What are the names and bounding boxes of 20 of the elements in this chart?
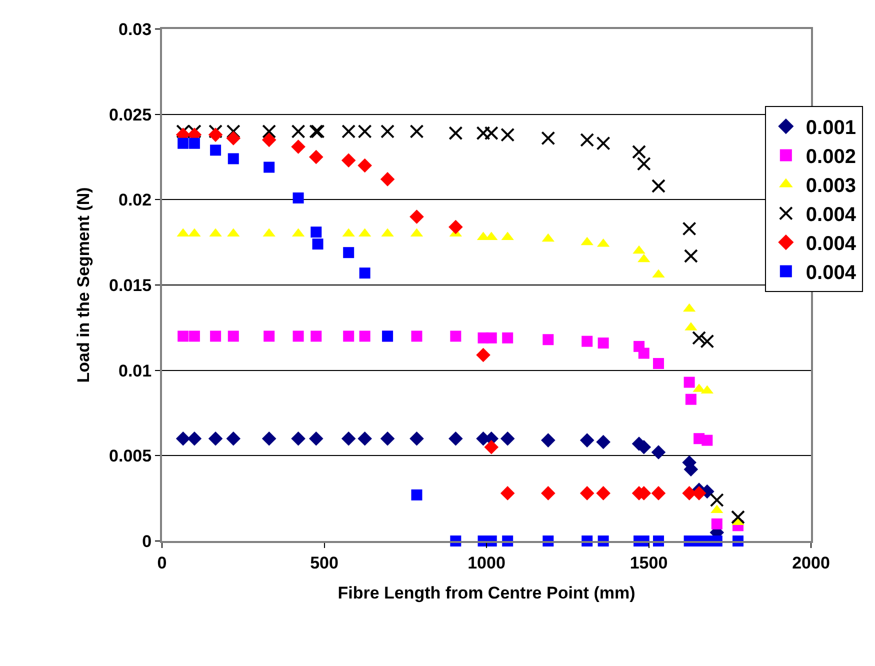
x-tick-label: 1000	[468, 553, 506, 572]
y-tick-label: 0.02	[118, 190, 152, 210]
x-tick-label: 0	[157, 553, 167, 572]
legend-label: 0.004	[806, 262, 857, 284]
x-axis-title: Fibre Length from Centre Point (mm)	[338, 583, 636, 602]
y-axis-title: Load in the Segment (N)	[74, 187, 94, 383]
legend-label: 0.004	[806, 204, 857, 226]
y-tick-label: 0.01	[118, 361, 152, 380]
y-tick-label: 0.025	[109, 105, 152, 124]
legend-label: 0.001	[806, 117, 856, 140]
y-tick-label: 0.03	[118, 20, 152, 39]
legend-label: 0.002	[806, 146, 856, 168]
y-tick-label: 0	[142, 532, 152, 551]
legend-label: 0.003	[806, 175, 856, 198]
x-tick-label: 500	[310, 553, 338, 572]
x-tick-label: 2000	[792, 553, 830, 572]
legend-label: 0.004	[806, 233, 857, 256]
x-tick-label: 1500	[630, 553, 668, 572]
y-tick-label: 0.015	[109, 276, 152, 295]
y-tick-label: 0.005	[109, 446, 152, 466]
